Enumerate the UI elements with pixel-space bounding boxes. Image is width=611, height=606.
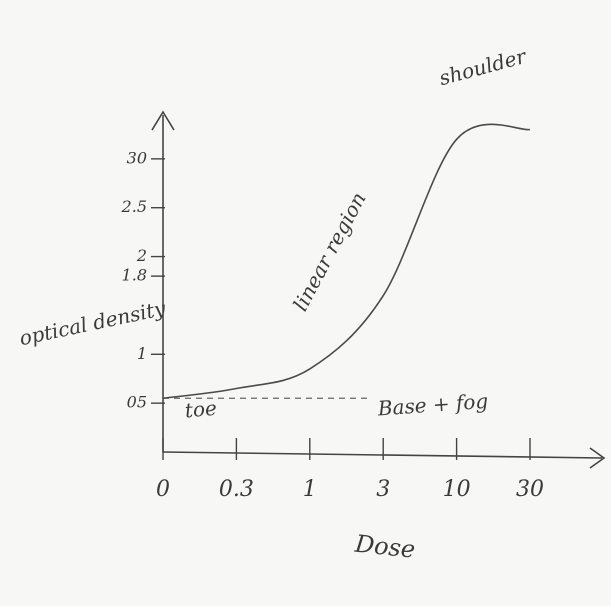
x-axis-label: Dose	[353, 529, 417, 563]
y-tick-label: 2	[136, 246, 147, 265]
x-tick-label: 30	[516, 477, 544, 502]
x-tick-label: 0	[156, 477, 170, 502]
chart: optical density Dose 05 1 1.82 2.5 30 0 0.3 1 3 1…	[0, 0, 611, 602]
x-tick-label: 3	[376, 477, 390, 502]
annotation-linear: linear region	[288, 188, 371, 315]
y-tick-label: 1	[137, 344, 147, 363]
y-tick-label: 1.8	[122, 266, 147, 285]
annotation-toe: toe	[184, 396, 218, 423]
y-axis-label: optical density	[17, 296, 168, 351]
y-tick-label: 05	[127, 393, 147, 412]
annotation-shoulder: shoulder	[437, 44, 530, 91]
y-tick-label: 2.5	[121, 197, 147, 216]
x-tick-label: 10	[443, 477, 471, 502]
curve	[163, 124, 530, 398]
x-tick-label: 0.3	[219, 477, 254, 502]
y-axis	[152, 112, 174, 452]
annotation-base: Base + fog	[376, 389, 489, 421]
y-tick-label: 30	[127, 148, 147, 167]
x-tick-label: 1	[303, 477, 317, 502]
